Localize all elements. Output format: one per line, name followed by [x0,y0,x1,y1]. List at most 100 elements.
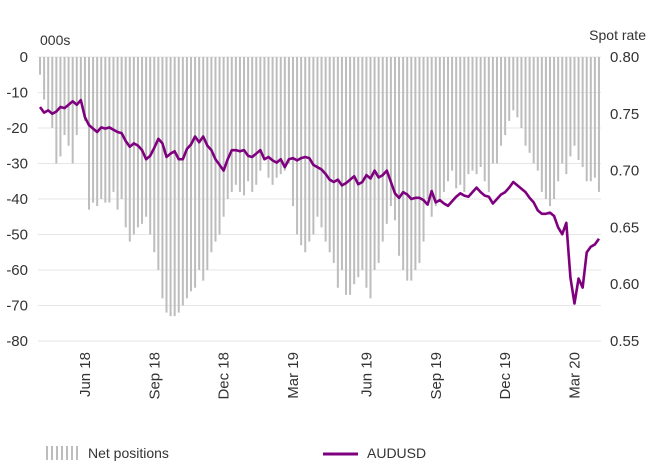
net-position-bar [577,57,580,160]
net-position-bar [389,57,392,207]
net-position-bar [300,57,303,246]
net-position-bar [381,57,384,242]
net-position-bar [128,57,131,242]
x-tick-label: Dec 19 [497,352,514,400]
net-position-bar [500,57,503,146]
net-position-bar [194,57,197,288]
net-position-bar [459,57,462,185]
net-position-bar [324,57,327,242]
right-tick-label: 0.70 [610,163,639,180]
net-position-bar [565,57,568,175]
net-position-bar [463,57,466,192]
left-tick-label: 0 [20,49,28,66]
net-position-bar [39,57,42,75]
net-position-bar [557,57,560,182]
net-position-bar [263,57,266,157]
net-positions-legend-swatch [46,446,78,460]
legend-bar-mark [61,446,63,460]
net-position-bar [43,57,46,100]
legend-audusd: AUDUSD [367,445,426,461]
net-position-bar [320,57,323,228]
net-position-bar [336,57,339,288]
left-tick-label: -60 [6,262,28,279]
net-position-bar [467,57,470,175]
net-position-bar [422,57,425,242]
net-position-bar [418,57,421,263]
net-position-bar [132,57,135,235]
x-tick-label: Dec 18 [216,352,233,400]
net-position-bar [198,57,201,270]
net-position-bar [189,57,192,292]
net-position-bar [141,57,144,224]
left-tick-label: -50 [6,227,28,244]
net-position-bar [63,57,66,136]
net-position-bar [479,57,482,168]
net-position-bar [238,57,241,192]
left-tick-label: -20 [6,120,28,137]
net-position-bar [536,57,539,171]
net-position-bar [438,57,441,199]
net-position-bar [561,57,564,164]
net-position-bar [365,57,368,288]
net-position-bar [283,57,286,171]
net-position-bar [340,57,343,270]
net-position-bar [447,57,450,182]
net-position-bar [206,57,209,270]
audusd-line-layer [38,98,601,305]
net-position-bar [361,57,364,270]
net-position-bar [585,57,588,182]
net-position-bar [169,57,172,317]
net-position-bar [512,57,515,111]
net-position-bar [434,57,437,207]
left-tick-label: -40 [6,191,28,208]
gridlines [38,56,601,342]
net-position-bar [153,57,156,253]
net-position-bar [549,57,552,207]
net-position-bar [442,57,445,192]
x-tick-label: Mar 19 [285,352,302,399]
net-position-bar [173,57,176,317]
net-position-bar [406,57,409,281]
net-position-bar [291,57,294,207]
left-tick-label: -30 [6,156,28,173]
net-position-bar [120,57,123,199]
net-position-bar [271,57,274,185]
right-tick-label: 0.65 [610,219,639,236]
left-tick-label: -10 [6,85,28,102]
net-position-bar [267,57,270,178]
net-position-bar [51,57,54,128]
net-position-bar [312,57,315,235]
net-position-bar [210,57,213,253]
net-position-bar [279,57,282,175]
net-position-bar [332,57,335,263]
net-position-bar [471,57,474,171]
net-position-bar [589,57,592,182]
net-position-bar [177,57,180,313]
net-position-bar [230,57,233,192]
net-position-bar [181,57,184,306]
net-position-bar [553,57,556,199]
right-tick-label: 0.80 [610,49,639,66]
net-position-bar [597,57,600,192]
net-position-bar [161,57,164,299]
net-position-bar [287,57,290,164]
net-position-bar [455,57,458,189]
left-tick-label: -70 [6,298,28,315]
net-position-bar [247,57,250,182]
left-unit-label: 000s [40,32,70,48]
right-axis-labels: 0.80 0.75 0.70 0.65 0.60 0.55 [610,49,639,350]
net-position-bar [410,57,413,281]
net-position-bar [345,57,348,295]
net-position-bar [87,57,90,210]
net-position-bar [108,57,111,203]
net-position-bar [430,57,433,217]
net-position-bar [67,57,70,146]
net-position-bar [165,57,168,313]
net-position-bar [504,57,507,136]
net-position-bar [243,57,246,196]
net-position-bar [573,57,576,146]
net-position-bar [524,57,527,146]
legend-bar-mark [76,446,78,460]
net-position-bar [202,57,205,281]
